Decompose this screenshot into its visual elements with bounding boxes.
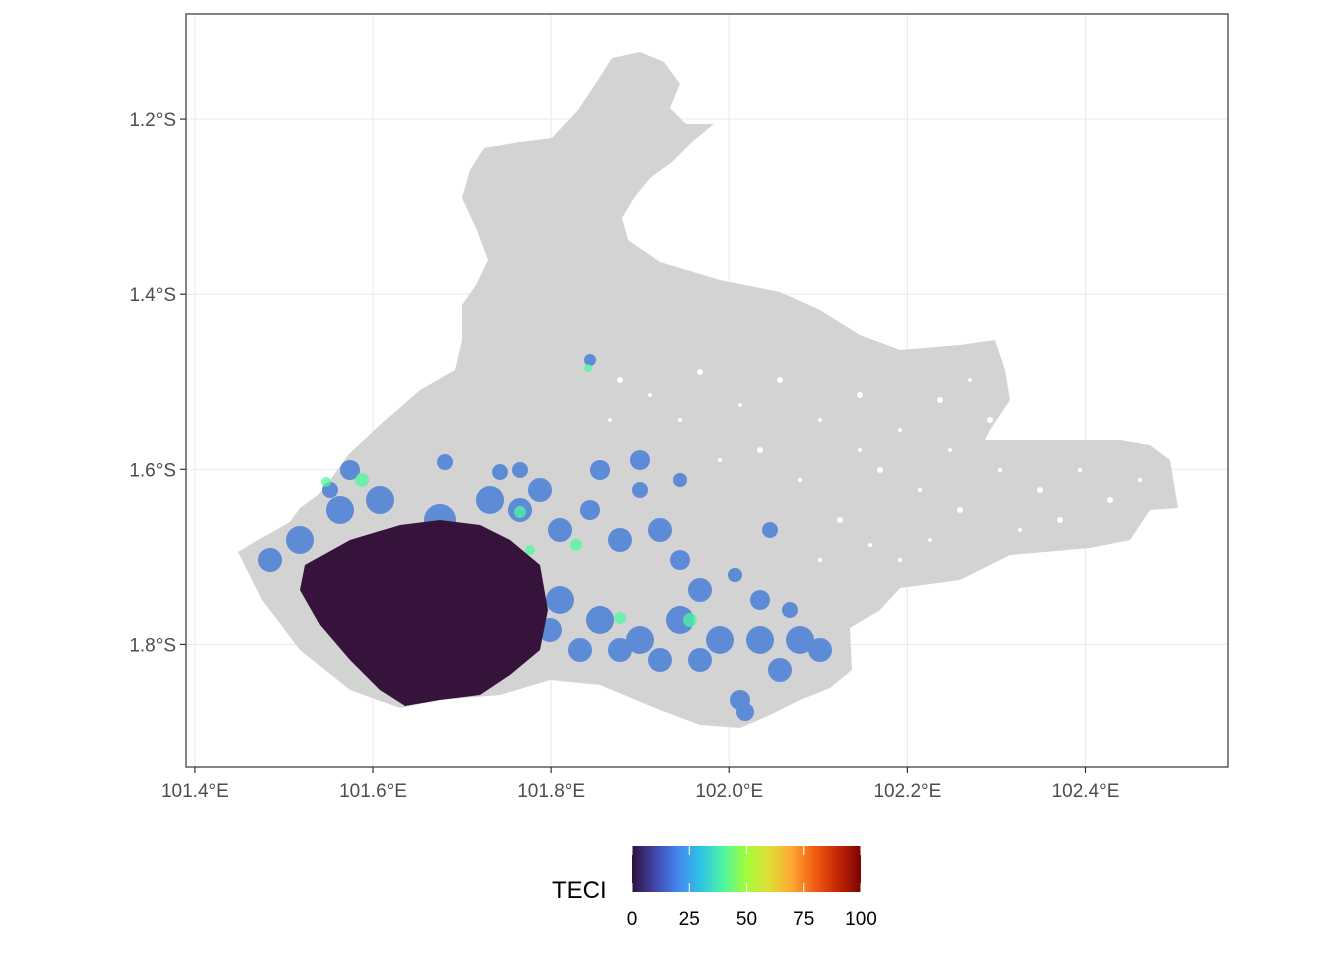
panel-border xyxy=(185,13,1229,768)
teci-low-circles xyxy=(258,354,832,721)
legend-tick-label: 50 xyxy=(736,909,757,930)
legend-tick-label: 100 xyxy=(845,909,877,930)
legend-title: TECI xyxy=(552,877,607,904)
x-tick-label: 102.4°E xyxy=(1052,781,1120,802)
x-tick-label: 101.6°E xyxy=(339,781,407,802)
region-speckles xyxy=(608,369,1142,562)
x-tick-label: 101.4°E xyxy=(161,781,229,802)
teci-hotspots xyxy=(258,354,832,721)
legend-tick-label: 75 xyxy=(793,909,814,930)
x-tick-label: 102.2°E xyxy=(873,781,941,802)
y-axis: 1.2°S 1.4°S 1.6°S 1.8°S xyxy=(129,110,186,656)
legend: TECI 0 25 50 75 100 xyxy=(552,846,877,930)
x-axis: 101.4°E 101.6°E 101.8°E 102.0°E 102.2°E 102.4… xyxy=(161,767,1119,802)
y-tick-label: 1.6°S xyxy=(129,460,176,481)
teci-mid-circles xyxy=(321,364,697,627)
y-tick-label: 1.2°S xyxy=(129,110,176,131)
y-tick-label: 1.4°S xyxy=(129,285,176,306)
x-tick-label: 101.8°E xyxy=(517,781,585,802)
legend-ticks: 0 25 50 75 100 xyxy=(627,846,877,930)
legend-tick-label: 25 xyxy=(679,909,700,930)
legend-tick-label: 0 xyxy=(627,909,638,930)
x-tick-label: 102.0°E xyxy=(695,781,763,802)
teci-high-density-area xyxy=(300,520,548,706)
y-tick-label: 1.8°S xyxy=(129,635,176,656)
